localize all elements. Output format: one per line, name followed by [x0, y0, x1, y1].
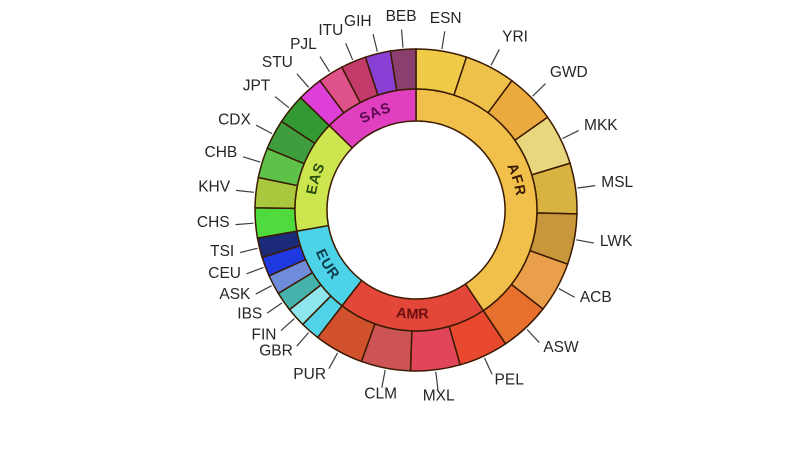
svg-text:ACB: ACB: [580, 289, 612, 306]
svg-text:KHV: KHV: [198, 179, 231, 196]
svg-text:YRI: YRI: [502, 29, 528, 46]
svg-text:FIN: FIN: [252, 327, 277, 344]
svg-text:CLM: CLM: [364, 386, 397, 403]
svg-text:M: M: [406, 307, 419, 323]
svg-text:CDX: CDX: [218, 111, 251, 128]
svg-text:CEU: CEU: [208, 265, 241, 282]
svg-text:TSI: TSI: [210, 243, 234, 260]
svg-text:CHS: CHS: [197, 214, 230, 231]
svg-text:ESN: ESN: [430, 10, 462, 27]
svg-text:R: R: [418, 306, 430, 323]
svg-text:PUR: PUR: [293, 366, 326, 383]
svg-text:ITU: ITU: [318, 22, 343, 39]
svg-text:MXL: MXL: [423, 388, 455, 405]
svg-text:GBR: GBR: [259, 343, 293, 360]
svg-text:ASK: ASK: [219, 286, 251, 303]
svg-text:GIH: GIH: [344, 13, 372, 30]
svg-text:PJL: PJL: [290, 36, 317, 53]
svg-text:PEL: PEL: [495, 372, 525, 389]
svg-text:IBS: IBS: [237, 305, 262, 322]
svg-text:LWK: LWK: [600, 233, 633, 250]
svg-text:JPT: JPT: [243, 77, 271, 94]
svg-text:STU: STU: [262, 54, 293, 71]
svg-text:CHB: CHB: [205, 144, 238, 161]
svg-text:BEB: BEB: [386, 8, 417, 25]
svg-text:MKK: MKK: [584, 117, 618, 134]
svg-text:ASW: ASW: [543, 339, 579, 356]
svg-text:MSL: MSL: [601, 174, 633, 191]
svg-text:GWD: GWD: [550, 64, 588, 81]
